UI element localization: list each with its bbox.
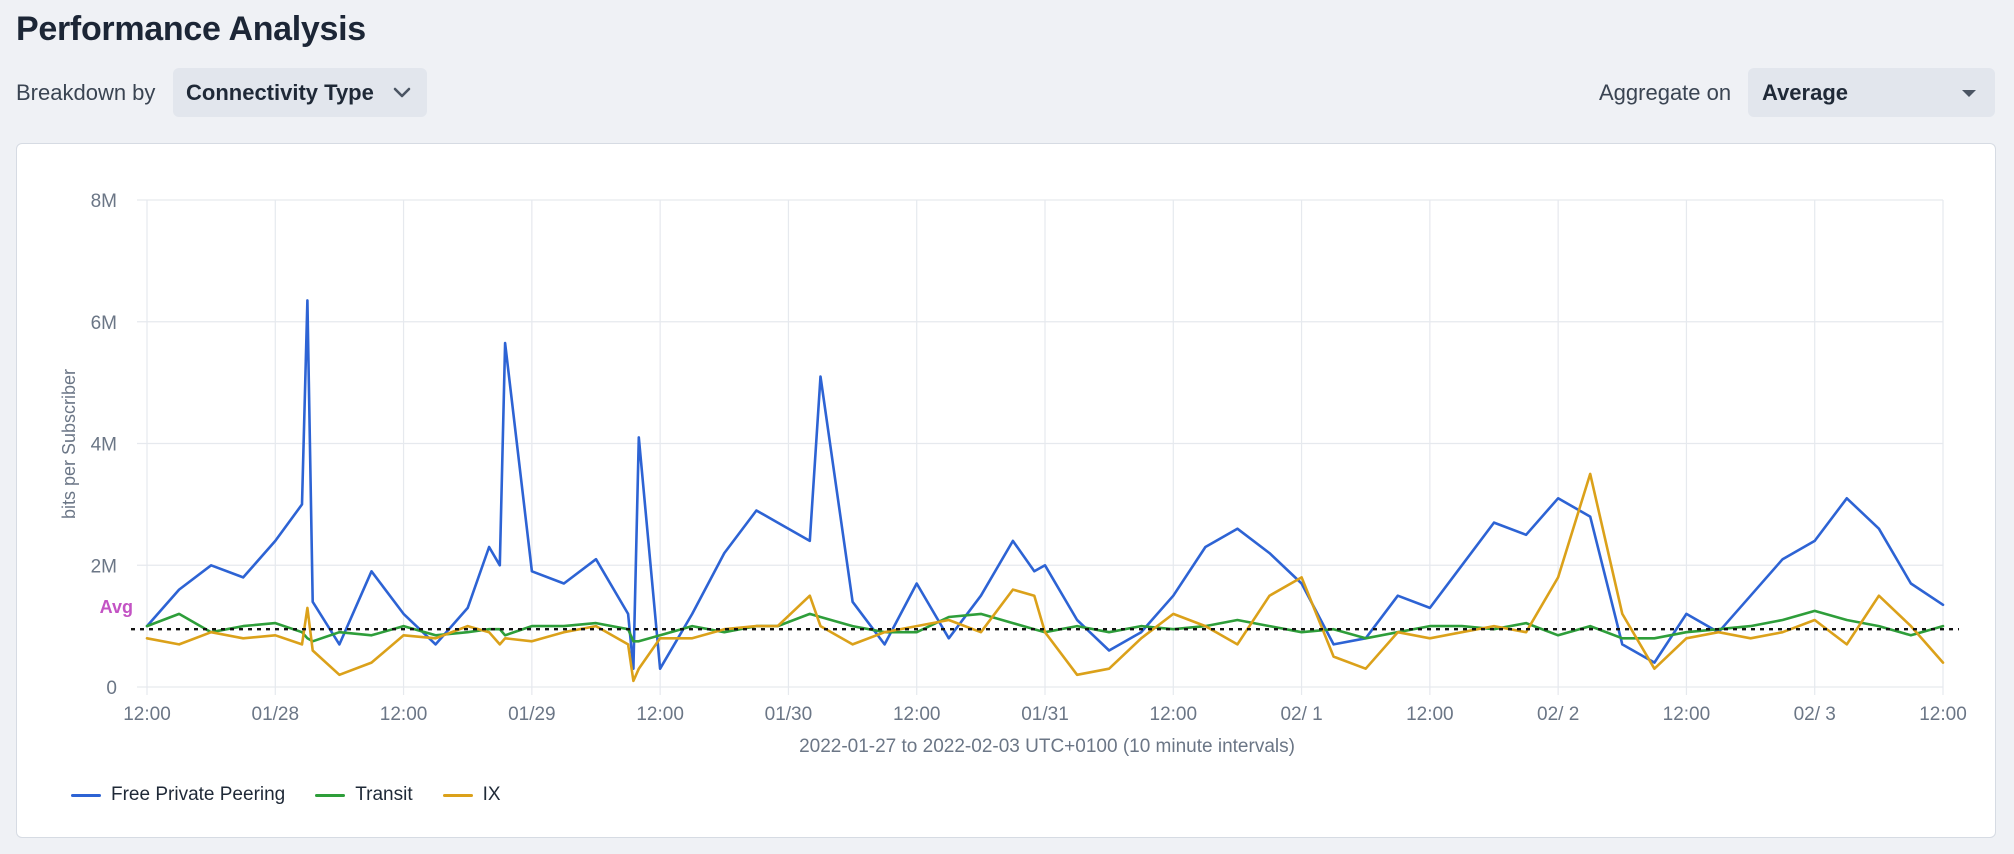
page-title: Performance Analysis: [16, 10, 366, 48]
x-tick-label: 01/29: [508, 704, 556, 725]
breakdown-dropdown[interactable]: Connectivity Type: [173, 68, 427, 117]
y-tick-label: 6M: [91, 313, 117, 334]
legend-label: Free Private Peering: [111, 784, 286, 805]
aggregate-label: Aggregate on: [1599, 80, 1732, 105]
x-tick-label: 01/28: [252, 704, 300, 725]
y-tick-label: 0: [106, 678, 117, 699]
y-axis-label: bits per Subscriber: [59, 369, 79, 519]
x-tick-label: 12:00: [1663, 704, 1711, 725]
legend-swatch: [71, 793, 101, 797]
avg-label: Avg: [100, 597, 133, 617]
x-tick-label: 12:00: [380, 704, 428, 725]
legend-swatch: [315, 793, 346, 797]
legend-item[interactable]: IX: [442, 784, 501, 806]
legend-label: Transit: [355, 784, 413, 805]
x-tick-label: 12:00: [1406, 704, 1454, 725]
y-tick-label: 8M: [91, 191, 117, 212]
x-tick-label: 12:00: [123, 704, 171, 725]
legend-swatch: [442, 793, 473, 797]
legend-label: IX: [482, 784, 501, 805]
chevron-down-icon: [393, 87, 411, 97]
aggregate-value: Average: [1762, 79, 1849, 105]
x-tick-label: 12:00: [636, 704, 684, 725]
aggregate-dropdown[interactable]: Average: [1748, 68, 1995, 117]
y-tick-label: 2M: [91, 556, 117, 577]
x-tick-label: 01/30: [765, 704, 813, 725]
caret-down-icon: [1962, 89, 1976, 97]
legend-item[interactable]: Transit: [315, 784, 413, 806]
chart-card: 0 2M 4M 6M 8M 12:00 01/28 12:00 01/29 12:00 01/30…: [16, 143, 1996, 838]
x-axis: 12:00 01/28 12:00 01/29 12:00 01/30 12:00 01/31…: [123, 704, 1967, 725]
chart-grid: [137, 199, 1944, 695]
x-tick-label: 02/ 3: [1794, 704, 1836, 725]
breakdown-value: Connectivity Type: [186, 79, 374, 105]
breakdown-label: Breakdown by: [16, 80, 156, 105]
performance-chart: 0 2M 4M 6M 8M 12:00 01/28 12:00 01/29 12:00 01/30…: [59, 191, 1967, 757]
x-tick-label: 12:00: [1150, 704, 1198, 725]
series-ix-line: [145, 472, 1945, 683]
x-tick-label: 12:00: [1919, 704, 1967, 725]
legend-item[interactable]: Free Private Peering: [71, 784, 285, 806]
x-axis-label: 2022-01-27 to 2022-02-03 UTC+0100 (10 mi…: [799, 736, 1295, 757]
chart-legend: Free Private Peering Transit IX: [71, 784, 501, 806]
x-tick-label: 12:00: [893, 704, 941, 725]
avg-line-group: Avg: [100, 597, 1959, 631]
y-tick-label: 4M: [91, 435, 117, 456]
x-tick-label: 02/ 1: [1280, 704, 1322, 725]
x-tick-label: 02/ 2: [1537, 704, 1579, 725]
y-axis: 0 2M 4M 6M 8M: [91, 191, 117, 699]
x-tick-label: 01/31: [1021, 704, 1069, 725]
series-free-private-peering-line: [145, 299, 1945, 670]
